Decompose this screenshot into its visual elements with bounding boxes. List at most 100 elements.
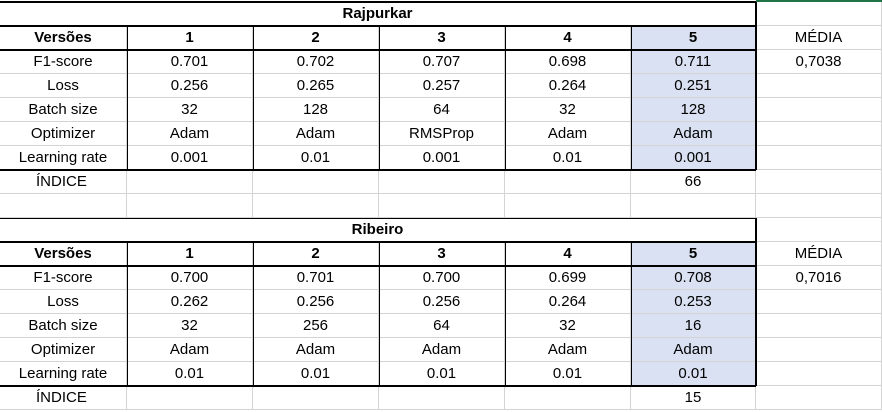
- data-cell[interactable]: 0.01: [127, 362, 253, 386]
- index-value[interactable]: 15: [631, 386, 756, 410]
- data-cell[interactable]: 0.264: [505, 290, 631, 314]
- data-cell[interactable]: 0.257: [379, 74, 505, 98]
- empty-cell[interactable]: [756, 170, 882, 194]
- version-header-5[interactable]: 5: [631, 242, 756, 266]
- data-cell[interactable]: 32: [505, 314, 631, 338]
- data-cell[interactable]: RMSProp: [379, 122, 505, 146]
- row-label[interactable]: Batch size: [0, 98, 127, 122]
- index-value[interactable]: 66: [631, 170, 756, 194]
- empty-cell[interactable]: [505, 386, 631, 410]
- empty-cell[interactable]: [127, 194, 253, 218]
- empty-cell[interactable]: [756, 146, 882, 170]
- media-value[interactable]: 0,7016: [756, 266, 882, 290]
- row-label[interactable]: Optimizer: [0, 122, 127, 146]
- data-cell[interactable]: 0.262: [127, 290, 253, 314]
- empty-cell[interactable]: [127, 386, 253, 410]
- data-cell[interactable]: 0.265: [253, 74, 379, 98]
- empty-cell[interactable]: [756, 98, 882, 122]
- data-cell[interactable]: 128: [253, 98, 379, 122]
- row-label[interactable]: Optimizer: [0, 338, 127, 362]
- data-cell[interactable]: 32: [505, 98, 631, 122]
- data-cell[interactable]: 0.698: [505, 50, 631, 74]
- empty-cell[interactable]: [756, 74, 882, 98]
- version-header-2[interactable]: 2: [253, 242, 379, 266]
- data-cell[interactable]: Adam: [631, 122, 756, 146]
- data-cell[interactable]: Adam: [505, 338, 631, 362]
- data-cell[interactable]: 0.251: [631, 74, 756, 98]
- data-cell[interactable]: Adam: [379, 338, 505, 362]
- data-cell[interactable]: 0.01: [253, 146, 379, 170]
- data-cell[interactable]: 0.702: [253, 50, 379, 74]
- data-cell[interactable]: 0.264: [505, 74, 631, 98]
- data-cell[interactable]: 0.701: [127, 50, 253, 74]
- data-cell[interactable]: 0.708: [631, 266, 756, 290]
- version-header-2[interactable]: 2: [253, 26, 379, 50]
- data-cell[interactable]: 0.001: [631, 146, 756, 170]
- row-label[interactable]: F1-score: [0, 50, 127, 74]
- data-cell[interactable]: 0.01: [631, 362, 756, 386]
- row-label[interactable]: Learning rate: [0, 362, 127, 386]
- data-cell[interactable]: 0.700: [379, 266, 505, 290]
- media-value[interactable]: 0,7038: [756, 50, 882, 74]
- data-cell[interactable]: 256: [253, 314, 379, 338]
- empty-cell[interactable]: [756, 2, 882, 26]
- data-cell[interactable]: Adam: [127, 122, 253, 146]
- data-cell[interactable]: 32: [127, 98, 253, 122]
- data-cell[interactable]: 0.253: [631, 290, 756, 314]
- empty-cell[interactable]: [253, 386, 379, 410]
- data-cell[interactable]: 0.01: [253, 362, 379, 386]
- empty-cell[interactable]: [631, 194, 756, 218]
- row-label[interactable]: Learning rate: [0, 146, 127, 170]
- index-label[interactable]: ÍNDICE: [0, 386, 127, 410]
- version-header-1[interactable]: 1: [127, 242, 253, 266]
- row-label[interactable]: Loss: [0, 290, 127, 314]
- data-cell[interactable]: 0.707: [379, 50, 505, 74]
- empty-cell[interactable]: [756, 122, 882, 146]
- data-cell[interactable]: 0.699: [505, 266, 631, 290]
- empty-cell[interactable]: [379, 194, 505, 218]
- data-cell[interactable]: 0.700: [127, 266, 253, 290]
- data-cell[interactable]: 0.01: [505, 146, 631, 170]
- empty-cell[interactable]: [505, 194, 631, 218]
- empty-cell[interactable]: [0, 194, 127, 218]
- row-label[interactable]: F1-score: [0, 266, 127, 290]
- data-cell[interactable]: 0.701: [253, 266, 379, 290]
- data-cell[interactable]: Adam: [253, 122, 379, 146]
- index-label[interactable]: ÍNDICE: [0, 170, 127, 194]
- data-cell[interactable]: 0.711: [631, 50, 756, 74]
- data-cell[interactable]: 128: [631, 98, 756, 122]
- media-label[interactable]: MÉDIA: [756, 242, 882, 266]
- data-cell[interactable]: Adam: [631, 338, 756, 362]
- data-cell[interactable]: 32: [127, 314, 253, 338]
- empty-cell[interactable]: [756, 290, 882, 314]
- data-cell[interactable]: 0.001: [379, 146, 505, 170]
- empty-cell[interactable]: [253, 170, 379, 194]
- data-cell[interactable]: 0.01: [379, 362, 505, 386]
- data-cell[interactable]: 16: [631, 314, 756, 338]
- data-cell[interactable]: Adam: [253, 338, 379, 362]
- empty-cell[interactable]: [379, 170, 505, 194]
- header-versoes[interactable]: Versões: [0, 26, 127, 50]
- data-cell[interactable]: Adam: [505, 122, 631, 146]
- version-header-1[interactable]: 1: [127, 26, 253, 50]
- empty-cell[interactable]: [127, 170, 253, 194]
- data-cell[interactable]: 0.001: [127, 146, 253, 170]
- header-versoes[interactable]: Versões: [0, 242, 127, 266]
- empty-cell[interactable]: [756, 386, 882, 410]
- table-title[interactable]: Rajpurkar: [0, 2, 756, 26]
- empty-cell[interactable]: [756, 362, 882, 386]
- data-cell[interactable]: 0.01: [505, 362, 631, 386]
- version-header-4[interactable]: 4: [505, 242, 631, 266]
- data-cell[interactable]: 0.256: [379, 290, 505, 314]
- data-cell[interactable]: 64: [379, 98, 505, 122]
- data-cell[interactable]: 0.256: [127, 74, 253, 98]
- empty-cell[interactable]: [505, 170, 631, 194]
- empty-cell[interactable]: [756, 218, 882, 242]
- empty-cell[interactable]: [756, 194, 882, 218]
- media-label[interactable]: MÉDIA: [756, 26, 882, 50]
- version-header-5[interactable]: 5: [631, 26, 756, 50]
- empty-cell[interactable]: [379, 386, 505, 410]
- data-cell[interactable]: 0.256: [253, 290, 379, 314]
- row-label[interactable]: Batch size: [0, 314, 127, 338]
